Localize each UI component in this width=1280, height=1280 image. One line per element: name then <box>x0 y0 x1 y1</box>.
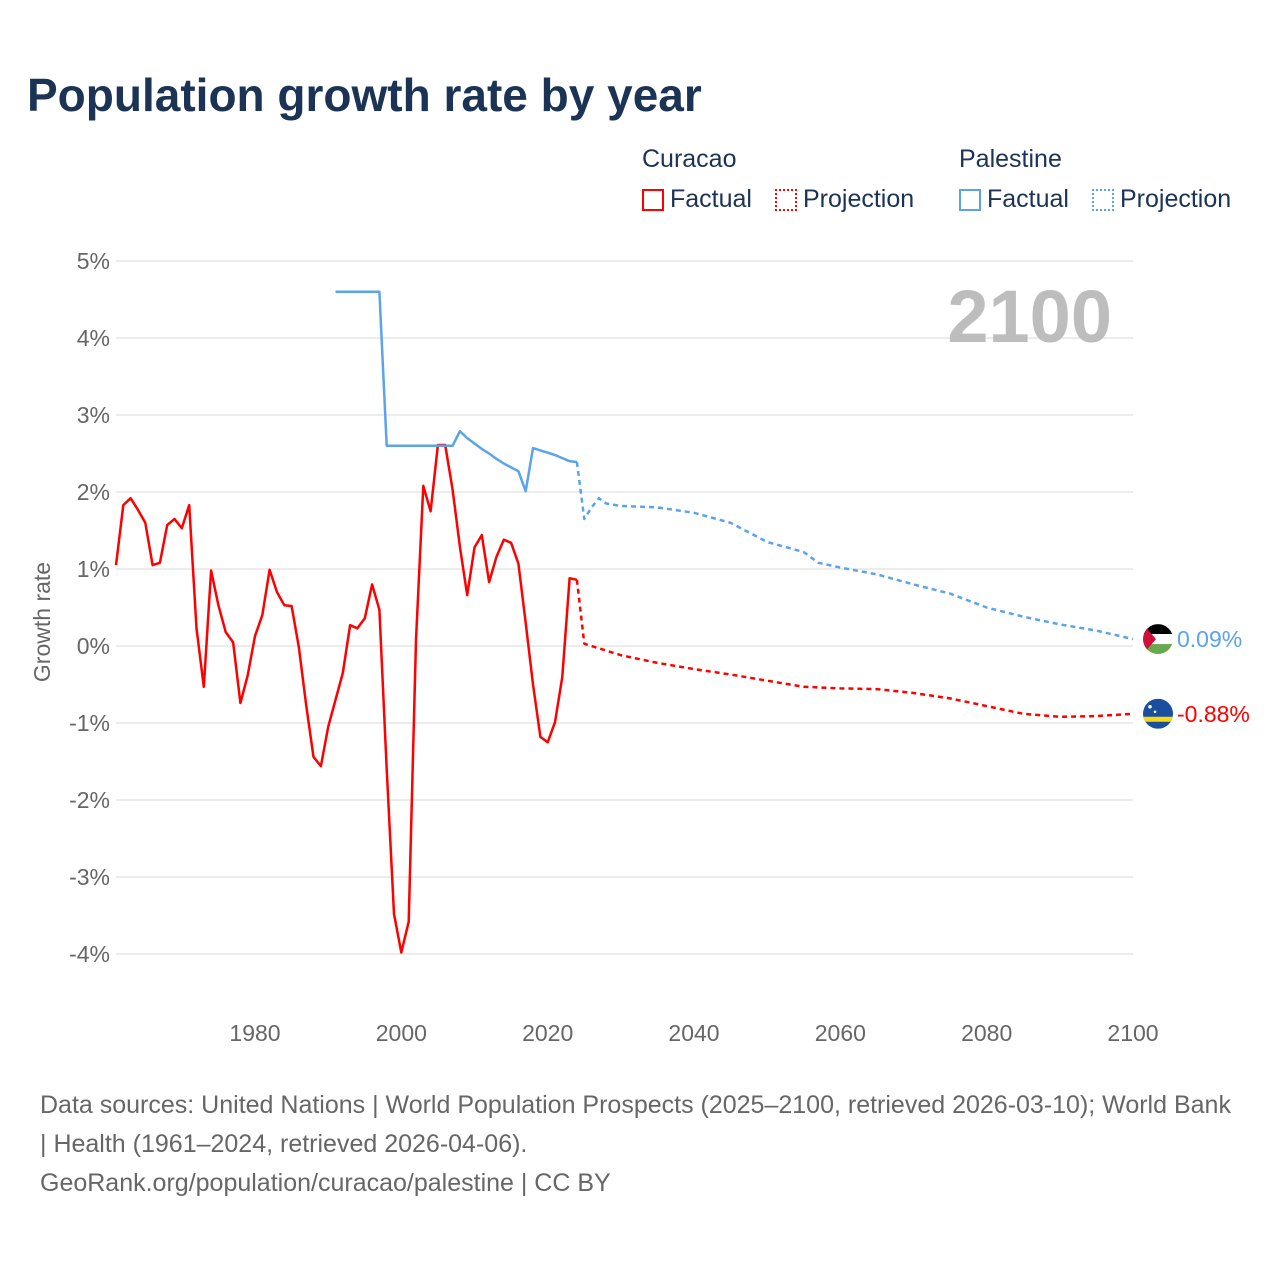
legend-group-title: Curacao <box>642 145 737 173</box>
x-tick-label: 2000 <box>376 1020 427 1046</box>
series-line-palestine-projection <box>575 461 1134 641</box>
legend-group-title: Palestine <box>959 145 1062 173</box>
x-tick-label: 1980 <box>229 1020 280 1046</box>
x-tick-label: 2040 <box>668 1020 719 1046</box>
legend-curacao-projection[interactable]: Projection <box>775 185 914 214</box>
legend-label: Projection <box>1120 185 1232 213</box>
y-tick-label: 4% <box>77 325 110 351</box>
curacao-flag-icon <box>1143 698 1173 729</box>
legend-group-palestine: Palestine Factual Projection <box>959 145 1231 213</box>
x-tick-label: 2080 <box>961 1020 1012 1046</box>
y-tick-label: 5% <box>77 248 110 274</box>
legend-palestine-projection[interactable]: Projection <box>1092 185 1231 214</box>
legend-curacao-factual[interactable]: Factual <box>642 185 752 214</box>
x-tick-label: 2020 <box>522 1020 573 1046</box>
y-tick-label: -2% <box>69 787 110 813</box>
year-label: 2100 <box>947 275 1112 358</box>
y-axis-label: Growth rate <box>29 562 55 682</box>
y-tick-label: 2% <box>77 479 110 505</box>
legend-group-curacao: Curacao Factual Projection <box>642 145 914 213</box>
footer: Data sources: United Nations | World Pop… <box>40 1086 1240 1203</box>
legend-palestine-factual[interactable]: Factual <box>959 185 1069 214</box>
palestine-flag-icon <box>1143 624 1173 655</box>
end-value-label-palestine: 0.09% <box>1177 626 1242 652</box>
end-value-label-curacao: -0.88% <box>1177 701 1250 727</box>
y-tick-label: -3% <box>69 864 110 890</box>
legend-label: Factual <box>987 185 1069 213</box>
x-tick-label: 2100 <box>1107 1020 1158 1046</box>
legend-swatch-dotted <box>1092 188 1114 211</box>
x-tick-label: 2060 <box>815 1020 866 1046</box>
legend-label: Factual <box>670 185 752 213</box>
y-tick-label: 0% <box>77 633 110 659</box>
y-tick-label: 1% <box>77 556 110 582</box>
chart-title: Population growth rate by year <box>27 69 702 121</box>
series-line-palestine-factual <box>335 290 578 493</box>
legend-swatch-solid <box>959 188 981 211</box>
series-line-curacao-projection <box>575 579 1134 719</box>
series-line-curacao-factual <box>114 443 578 954</box>
legend-swatch-dotted <box>775 188 797 211</box>
y-tick-label: -4% <box>69 941 110 967</box>
y-tick-label: 3% <box>77 402 110 428</box>
credit-link[interactable]: GeoRank.org/population/curacao/palestine… <box>40 1169 611 1197</box>
y-tick-label: -1% <box>69 710 110 736</box>
legend-swatch-solid <box>642 188 664 211</box>
legend-label: Projection <box>803 185 915 213</box>
data-sources: Data sources: United Nations | World Pop… <box>40 1091 1231 1158</box>
